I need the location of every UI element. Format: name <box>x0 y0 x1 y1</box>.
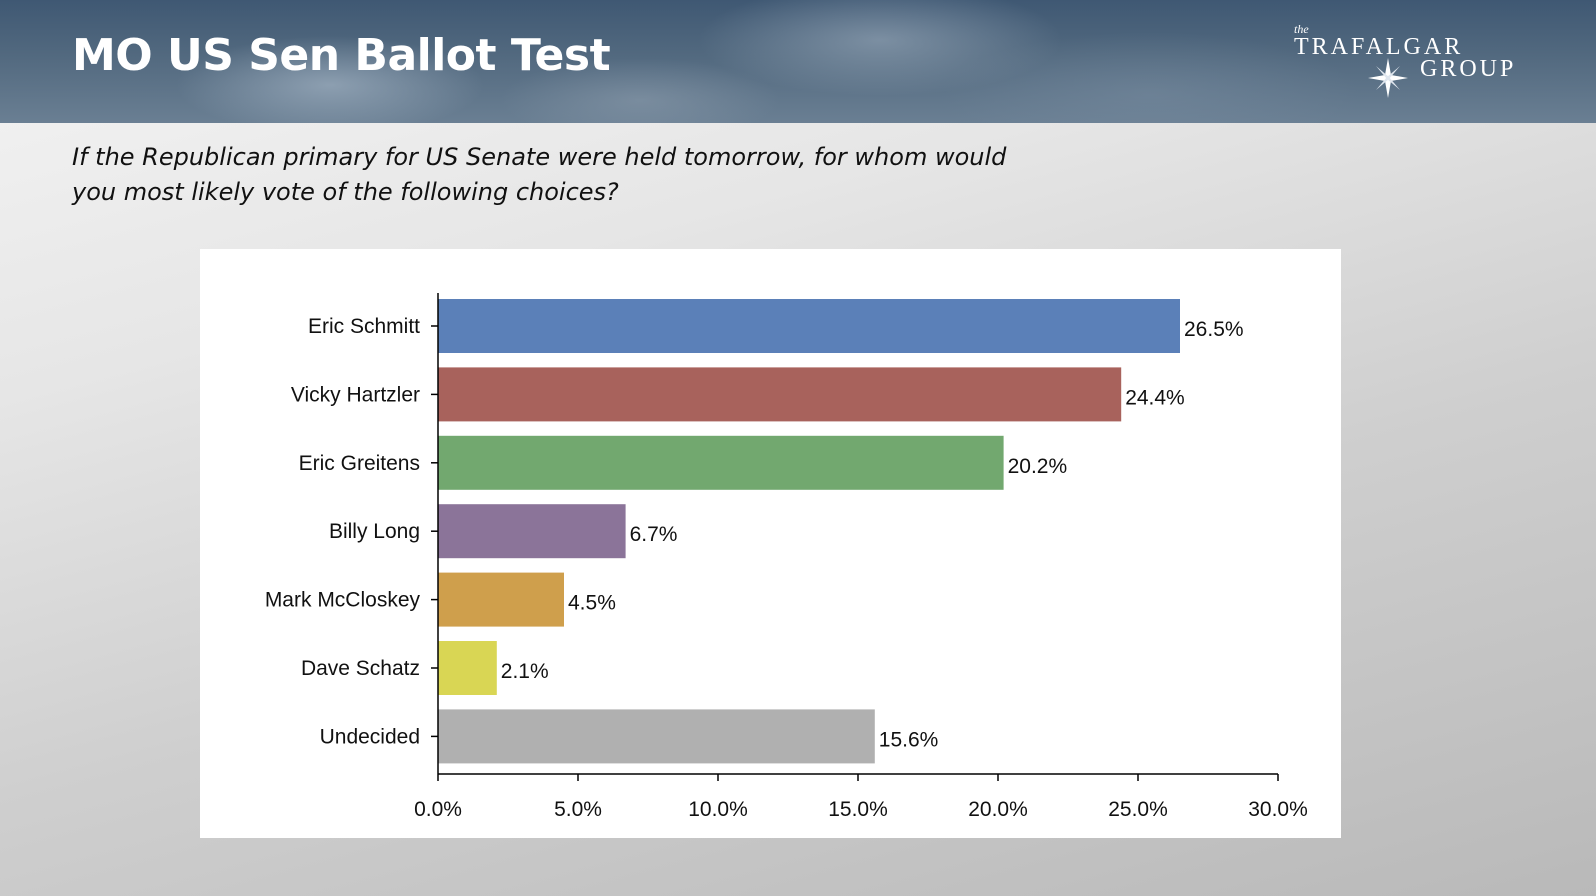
bar-7 <box>438 709 875 764</box>
logo-word-trafalgar: TRAFALGAR <box>1294 34 1464 60</box>
chart-panel: Eric Schmitt 26.5% Vicky Hartzler 24.4% Eric… <box>200 249 1341 838</box>
x-tick-label: 15.0% <box>828 798 888 821</box>
bar-2 <box>438 367 1122 422</box>
x-tick-label: 0.0% <box>414 798 462 821</box>
question-line-2: you most likely vote of the following ch… <box>72 178 619 206</box>
x-tick-label: 25.0% <box>1108 798 1168 821</box>
bar-3 <box>438 435 1004 490</box>
logo-word-group: GROUP <box>1420 56 1517 82</box>
category-label: Undecided <box>320 725 420 748</box>
x-tick-label: 5.0% <box>554 798 602 821</box>
x-tick-label: 30.0% <box>1248 798 1308 821</box>
category-label: Billy Long <box>329 520 420 543</box>
value-label: 26.5% <box>1184 318 1244 341</box>
category-label: Eric Greitens <box>299 452 420 475</box>
category-label: Mark McCloskey <box>265 589 421 612</box>
header-banner: MO US Sen Ballot Test the TRAFALGAR GROU… <box>0 0 1596 123</box>
logo-the-text: the <box>1294 22 1309 36</box>
bar-6 <box>438 641 497 695</box>
bar-chart: Eric Schmitt 26.5% Vicky Hartzler 24.4% Eric… <box>265 293 1308 821</box>
value-label: 24.4% <box>1125 386 1185 409</box>
bar-5 <box>438 572 564 627</box>
survey-question: If the Republican primary for US Senate … <box>72 140 1072 210</box>
value-label: 2.1% <box>501 660 549 683</box>
value-label: 6.7% <box>630 523 678 546</box>
value-label: 15.6% <box>879 728 939 751</box>
x-tick-label: 20.0% <box>968 798 1028 821</box>
category-label: Vicky Hartzler <box>291 383 420 406</box>
page-title: MO US Sen Ballot Test <box>72 30 611 81</box>
category-label: Eric Schmitt <box>308 315 420 338</box>
value-label: 20.2% <box>1008 455 1068 478</box>
question-line-1: If the Republican primary for US Senate … <box>72 143 1007 171</box>
bar-1 <box>438 299 1180 353</box>
x-tick-label: 10.0% <box>688 798 748 821</box>
compass-star-icon <box>1368 58 1408 98</box>
value-label: 4.5% <box>568 592 616 615</box>
category-label: Dave Schatz <box>301 657 420 680</box>
bar-4 <box>438 504 626 559</box>
trafalgar-group-logo: the TRAFALGAR GROUP <box>1290 20 1530 108</box>
